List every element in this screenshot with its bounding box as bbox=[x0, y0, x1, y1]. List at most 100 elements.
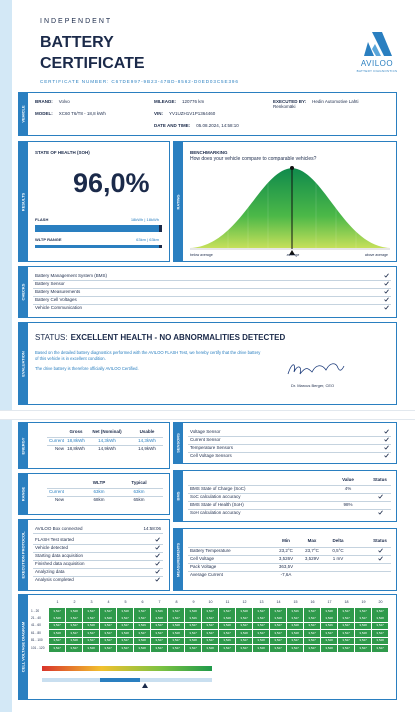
column-header: Usable bbox=[139, 429, 155, 434]
bar-label: WLTP RANGE bbox=[35, 237, 62, 242]
voltage-cell: 3,527 bbox=[83, 615, 100, 622]
check-item: Battery Measurements bbox=[35, 289, 81, 294]
field-label: BRAND: bbox=[35, 99, 53, 104]
row-divider bbox=[33, 559, 163, 561]
check-icon bbox=[384, 453, 389, 458]
row-divider bbox=[33, 295, 391, 297]
column-header: 9 bbox=[192, 600, 195, 604]
column-header: 4 bbox=[107, 600, 110, 604]
check-icon bbox=[384, 289, 389, 294]
voltage-cell: 3,527 bbox=[168, 637, 185, 645]
voltage-cell: 3,528 bbox=[49, 630, 66, 637]
voltage-cell: 3,527 bbox=[151, 645, 168, 652]
section: RATING BENCHMARKING How does your vehicle … bbox=[173, 141, 397, 262]
status-label: STATUS: bbox=[35, 333, 68, 342]
vehicle-field: DATE AND TIME: 05.08.2024, 14:58:10 bbox=[154, 123, 269, 128]
voltage-cell: 3,527 bbox=[151, 622, 168, 630]
section-strip: SENSORS bbox=[174, 423, 183, 463]
row-divider bbox=[188, 546, 391, 548]
protocol-time: 14:58:06 bbox=[143, 526, 161, 531]
section-strip: RATING bbox=[174, 142, 183, 261]
check-icon bbox=[384, 305, 389, 310]
column-header: 12 bbox=[242, 600, 247, 604]
column-header: 20 bbox=[378, 600, 383, 604]
voltage-cell: 3,527 bbox=[253, 615, 270, 622]
protocol-step: Finished data acquisition bbox=[35, 561, 85, 566]
voltage-cell: 3,528 bbox=[253, 637, 270, 645]
row-divider bbox=[188, 570, 391, 572]
voltage-cell: 3,528 bbox=[321, 645, 338, 652]
table-cell: 65km bbox=[133, 497, 145, 502]
column-header: 6 bbox=[141, 600, 144, 604]
column-header: 15 bbox=[293, 600, 298, 604]
table-cell: 63km bbox=[133, 489, 145, 494]
voltage-cell: 3,528 bbox=[321, 637, 338, 645]
row-divider bbox=[33, 551, 163, 553]
section-label: RATING bbox=[175, 193, 181, 210]
row-divider bbox=[188, 562, 391, 564]
row-label: Battery Temperature bbox=[190, 548, 231, 553]
voltage-cell: 3,527 bbox=[83, 637, 100, 645]
column-header: 8 bbox=[175, 600, 178, 604]
column-header: Delta bbox=[332, 538, 344, 543]
row-divider bbox=[33, 303, 391, 305]
protocol-step: Starting data acquisition bbox=[35, 553, 84, 558]
section-strip: EXECUTION PROTOCOL bbox=[19, 520, 28, 590]
voltage-cell: 3,528 bbox=[134, 645, 151, 652]
vehicle-field: BRAND: Volvo bbox=[35, 99, 150, 104]
voltage-cell: 3,527 bbox=[100, 637, 117, 645]
row-label: Pack Voltage bbox=[190, 564, 217, 569]
check-icon bbox=[384, 273, 389, 278]
voltage-cell: 3,527 bbox=[304, 637, 321, 645]
voltage-cell: 3,528 bbox=[100, 615, 117, 622]
voltage-cell: 3,527 bbox=[100, 645, 117, 652]
signature bbox=[287, 363, 345, 375]
section-strip: BMS bbox=[174, 471, 183, 521]
header-title: BATTERY bbox=[40, 34, 114, 51]
sensor-item: Current Sensor bbox=[190, 437, 221, 442]
field-value: Volvo bbox=[58, 99, 70, 104]
voltage-cell: 3,528 bbox=[134, 637, 151, 645]
voltage-cell: 3,526 bbox=[151, 608, 168, 615]
voltage-cell: 3,528 bbox=[168, 622, 185, 630]
voltage-cell: 3,528 bbox=[83, 645, 100, 652]
row-divider bbox=[33, 533, 163, 534]
table-cell: 4% bbox=[344, 486, 352, 491]
voltage-cell: 3,527 bbox=[202, 615, 219, 622]
voltage-cell: 3,527 bbox=[100, 608, 117, 615]
column-header: 7 bbox=[158, 600, 161, 604]
vehicle-field: MODEL: XC60 T6/T8 - 18,8 kWh bbox=[35, 111, 150, 116]
voltage-cell: 3,527 bbox=[134, 615, 151, 622]
scale-label: below average bbox=[190, 253, 213, 257]
row-label: Cell Voltage bbox=[190, 556, 215, 561]
voltage-cell: 3,527 bbox=[338, 637, 355, 645]
logo-tagline: BATTERY DIAGNOSTICS bbox=[356, 69, 398, 73]
voltage-cell: 3,527 bbox=[100, 622, 117, 630]
protocol-step: Analysis completed bbox=[35, 577, 74, 582]
voltage-cell: 3,527 bbox=[117, 615, 134, 622]
column-header: Status bbox=[373, 477, 387, 482]
row-divider bbox=[47, 495, 163, 497]
row-label: BMS State of Charge (SoC) bbox=[190, 486, 246, 491]
benchmark-curve bbox=[190, 166, 390, 255]
voltage-cell: 3,527 bbox=[185, 630, 202, 637]
voltage-cell: 3,527 bbox=[49, 622, 66, 630]
vehicle-field: VIN: YV1UZH1V1P1364460 bbox=[154, 111, 269, 116]
voltage-cell: 3,527 bbox=[83, 608, 100, 615]
voltage-cell: 3,527 bbox=[270, 637, 287, 645]
voltage-cell: 3,528 bbox=[236, 630, 253, 637]
table-cell: 3,529V bbox=[304, 556, 320, 561]
row-label: 21 - 40 bbox=[31, 615, 41, 620]
row-divider bbox=[47, 487, 163, 489]
check-icon bbox=[155, 561, 160, 566]
row-label: New bbox=[54, 497, 64, 502]
voltage-cell: 3,527 bbox=[372, 608, 389, 615]
bar-label: FLASH bbox=[35, 217, 49, 222]
column-header: 18 bbox=[344, 600, 349, 604]
check-icon bbox=[384, 281, 389, 286]
voltage-cell: 3,527 bbox=[355, 615, 372, 622]
row-label: 41 - 60 bbox=[31, 623, 41, 628]
voltage-cell: 3,527 bbox=[117, 637, 134, 645]
voltage-cell: 3,527 bbox=[66, 622, 83, 630]
voltage-cell: 3,527 bbox=[66, 615, 83, 622]
